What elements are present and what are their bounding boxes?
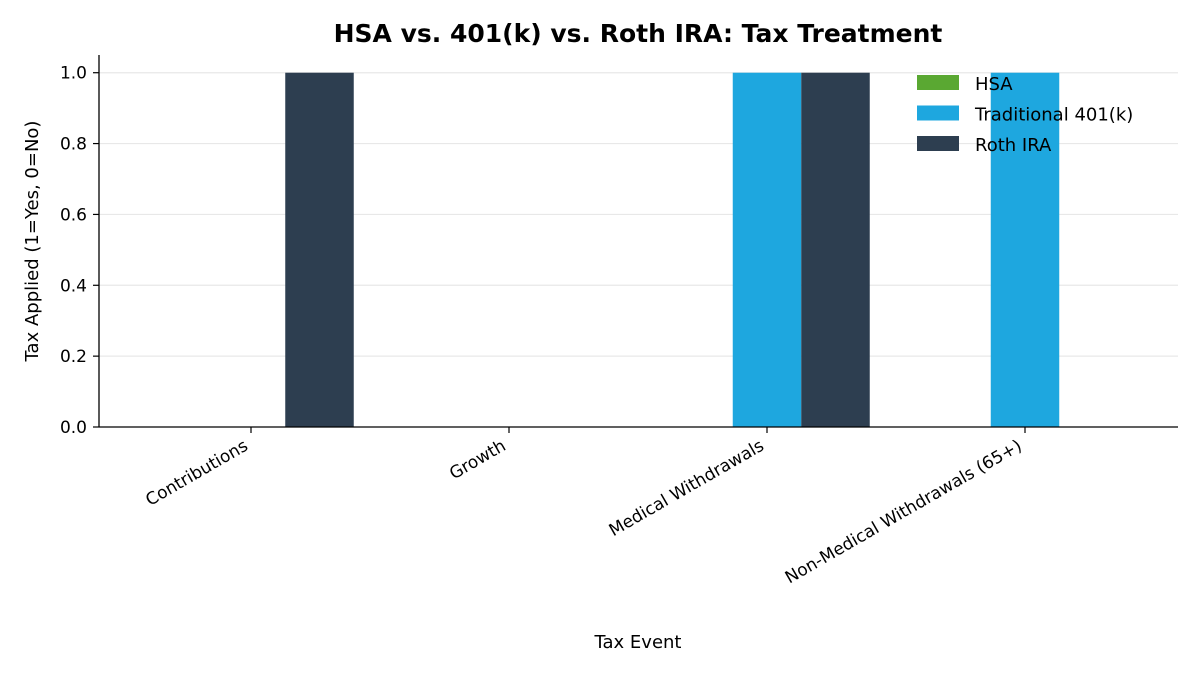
y-axis-label: Tax Applied (1=Yes, 0=No) [22,121,43,363]
bars [285,72,1060,427]
y-tick-label: 0.0 [60,418,87,438]
y-tick-label: 0.2 [60,347,87,367]
x-tick-label: Growth [446,436,509,484]
bar-roth-ira-0 [285,72,354,427]
y-tick-label: 0.8 [60,135,87,155]
x-tick-label: Contributions [142,436,251,511]
y-tick-label: 0.4 [60,276,87,296]
bar-roth-ira-2 [801,72,870,427]
y-ticks: 0.0 0.2 0.4 0.6 0.8 1.0 [60,64,99,438]
x-axis-label: Tax Event [594,632,682,653]
legend-swatch [917,105,959,121]
bar-traditional-401-k--3 [990,72,1060,427]
legend: HSA Traditional 401(k) Roth IRA [917,74,1133,156]
y-tick-label: 1.0 [60,64,87,84]
x-tick-label: Non-Medical Withdrawals (65+) [782,436,1026,588]
bar-traditional-401-k--2 [732,72,802,427]
axes [98,55,1178,428]
x-ticks: Contributions Growth Medical Withdrawals No… [142,427,1026,588]
legend-label: HSA [975,74,1013,95]
legend-swatch [917,136,959,151]
chart-title: HSA vs. 401(k) vs. Roth IRA: Tax Treatme… [334,19,943,48]
legend-label: Traditional 401(k) [974,105,1133,126]
legend-label: Roth IRA [975,135,1052,156]
x-tick-label: Medical Withdrawals [606,436,768,541]
y-tick-label: 0.6 [60,205,87,225]
legend-swatch [917,75,959,90]
